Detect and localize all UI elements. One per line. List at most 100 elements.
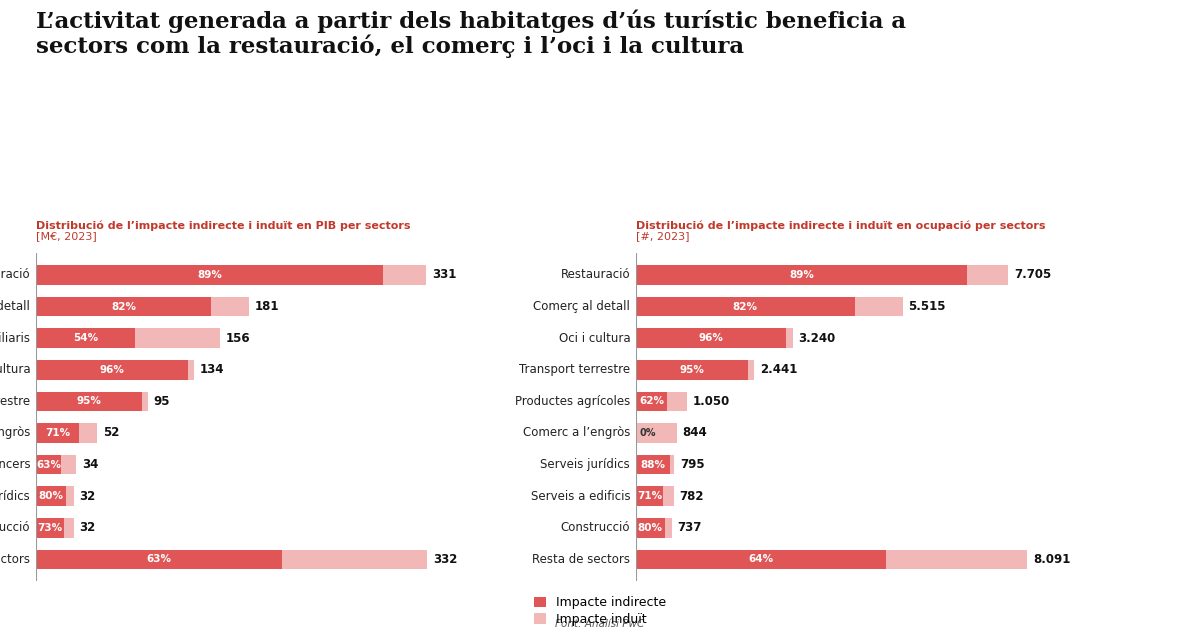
Bar [636,297,854,316]
Text: 82%: 82% [733,301,758,312]
Bar [36,487,66,506]
Text: 181: 181 [256,300,280,313]
Text: 54%: 54% [73,333,98,343]
Text: Distribució de l’impacte indirecte i induït en ocupació per sectors: Distribució de l’impacte indirecte i ind… [636,220,1045,231]
Bar [36,297,211,316]
Text: Restauració: Restauració [0,269,30,281]
Bar [36,423,79,442]
Text: 34: 34 [82,458,98,471]
Bar [282,549,427,569]
Text: Resta de sectors: Resta de sectors [532,553,630,566]
Bar [636,329,786,348]
Text: Productes agrícoles: Productes agrícoles [515,395,630,408]
Text: Comerç al detall: Comerç al detall [533,300,630,313]
Text: Construcció: Construcció [0,521,30,534]
Legend: Impacte indirecte, Impacte induït: Impacte indirecte, Impacte induït [534,596,666,626]
Text: Oci i cultura: Oci i cultura [558,332,630,344]
Bar [667,391,686,411]
Text: 89%: 89% [790,270,814,280]
Text: 62%: 62% [640,396,665,406]
Text: 95%: 95% [679,365,704,375]
Text: 89%: 89% [197,270,222,280]
Text: 7.705: 7.705 [1014,269,1051,281]
Bar [36,518,64,537]
Bar [36,549,282,569]
Text: Transport terrestre: Transport terrestre [520,363,630,376]
Bar [636,360,748,379]
Bar [64,518,73,537]
Bar [665,518,672,537]
Text: 844: 844 [683,427,708,439]
Bar [636,391,667,411]
Bar [636,487,662,506]
Text: 80%: 80% [38,491,64,501]
Text: Serveis jurídics: Serveis jurídics [540,458,630,471]
Text: 95: 95 [154,395,170,408]
Text: Restauració: Restauració [560,269,630,281]
Text: 71%: 71% [637,491,662,501]
Text: 134: 134 [199,363,224,376]
Text: 331: 331 [432,269,456,281]
Text: sectors com la restauració, el comerç i l’oci i la cultura: sectors com la restauració, el comerç i … [36,35,744,58]
Text: 2.441: 2.441 [760,363,797,376]
Text: Font: Analísi PwC: Font: Analísi PwC [556,619,644,629]
Bar [670,454,674,474]
Text: 80%: 80% [637,523,662,533]
Text: 32: 32 [79,521,96,534]
Bar [187,360,194,379]
Text: 156: 156 [226,332,251,344]
Bar [636,518,665,537]
Bar [383,265,426,284]
Text: 64%: 64% [749,554,774,564]
Text: Oci i cultura: Oci i cultura [0,363,30,376]
Bar [748,360,754,379]
Text: 8.091: 8.091 [1033,553,1070,566]
Text: 795: 795 [680,458,704,471]
Text: 73%: 73% [37,523,62,533]
Text: 782: 782 [679,490,704,502]
Bar [36,329,136,348]
Bar [36,265,383,284]
Text: 737: 737 [678,521,702,534]
Text: 96%: 96% [698,333,724,343]
Bar [136,329,220,348]
Text: Comerc a l’engròs: Comerc a l’engròs [523,427,630,439]
Text: [M€, 2023]: [M€, 2023] [36,231,97,241]
Bar [786,329,793,348]
Text: 71%: 71% [46,428,71,438]
Text: 3.240: 3.240 [798,332,835,344]
Bar [66,487,73,506]
Bar [887,549,1027,569]
Bar [967,265,1008,284]
Text: Comerç a l’engròs: Comerç a l’engròs [0,427,30,439]
Text: 332: 332 [433,553,457,566]
Text: 32: 32 [79,490,96,502]
Bar [636,549,887,569]
Text: Transport terrestre: Transport terrestre [0,395,30,408]
Text: Comerç al detall: Comerç al detall [0,300,30,313]
Bar [854,297,902,316]
Text: Serveis jurídics: Serveis jurídics [0,490,30,502]
Text: Resta de sectors: Resta de sectors [0,553,30,566]
Bar [636,454,670,474]
Bar [36,360,187,379]
Text: 95%: 95% [77,396,102,406]
Text: Construcció: Construcció [560,521,630,534]
Text: 0%: 0% [640,428,656,438]
Text: 63%: 63% [36,459,61,470]
Bar [36,391,143,411]
Text: 63%: 63% [146,554,172,564]
Text: [#, 2023]: [#, 2023] [636,231,690,241]
Text: 5.515: 5.515 [908,300,946,313]
Text: Serveis inmobiliaris: Serveis inmobiliaris [0,332,30,344]
Text: 88%: 88% [641,459,666,470]
Bar [143,391,148,411]
Text: Distribució de l’impacte indirecte i induït en PIB per sectors: Distribució de l’impacte indirecte i ind… [36,220,410,231]
Text: 52: 52 [103,427,120,439]
Text: 82%: 82% [110,301,136,312]
Bar [662,487,674,506]
Text: L’activitat generada a partir dels habitatges d’ús turístic beneficia a: L’activitat generada a partir dels habit… [36,9,906,33]
Bar [79,423,97,442]
Text: 96%: 96% [100,365,125,375]
Text: Serveis financers: Serveis financers [0,458,30,471]
